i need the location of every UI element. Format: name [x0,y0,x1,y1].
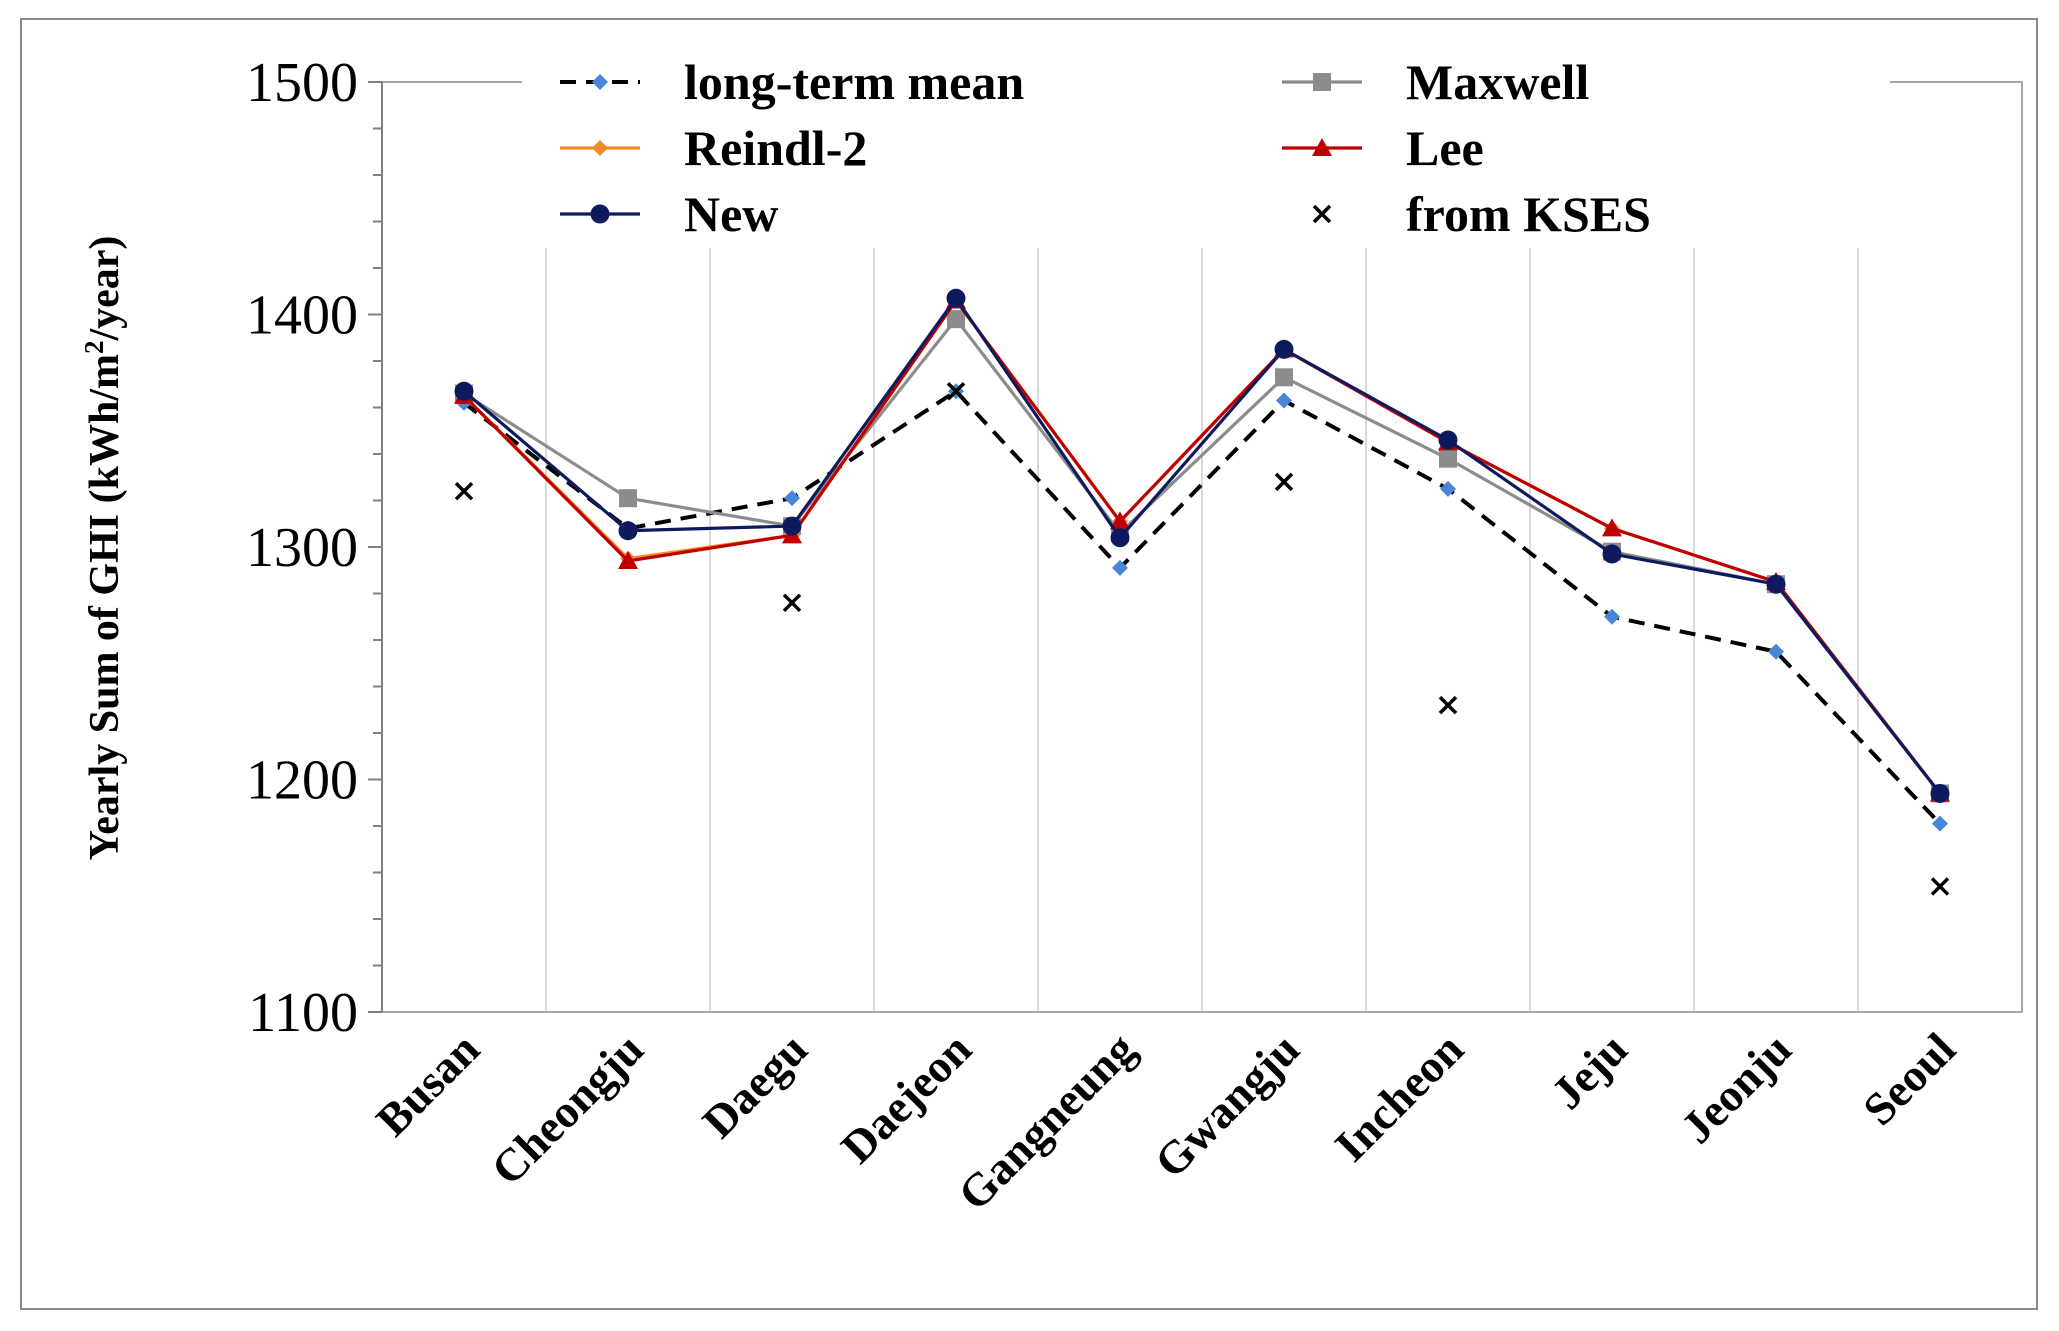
x-tick-label-daegu: Daegu [692,1023,817,1148]
point-kses-busan-stroke-b [454,481,474,501]
point-new-cheongju [618,521,638,541]
point-new-jeju [1602,544,1622,564]
point-kses-daegu [782,593,802,613]
legend-marker-new [590,204,610,224]
legend-marker-kses-stroke-b [1312,204,1332,224]
legend-entry-ltm: long-term mean [560,54,1024,110]
point-kses-incheon [1438,695,1458,715]
point-new-jeonju [1766,574,1786,594]
point-new-daejeon [946,288,966,308]
point-kses-incheon-stroke-b [1438,695,1458,715]
point-ltm-jeju [1604,608,1620,625]
legend-label-new: New [684,186,778,242]
series-kses [454,381,1950,896]
point-ltm-jeonju [1768,643,1784,660]
point-ltm-seoul [1932,815,1948,832]
point-kses-daegu-stroke-b [782,593,802,613]
x-tick-label-cheongju: Cheongju [481,1023,653,1195]
legend: long-term mean Maxwell Reindl-2 Lee New from … [522,46,1890,248]
point-new-seoul [1930,783,1950,803]
legend-entry-new: New [560,186,778,242]
legend-entry-kses: from KSES [1312,186,1651,242]
y-axis-ticks: 1100 1200 1300 1400 1500 [246,52,382,1044]
point-new-busan [454,381,474,401]
point-kses-daejeon [946,381,966,401]
y-tick-label: 1500 [246,52,358,114]
legend-entry-maxwell: Maxwell [1282,54,1589,110]
point-new-daegu [782,516,802,536]
point-maxwell-incheon [1439,449,1457,468]
point-lee-gangneung [1110,511,1130,530]
point-maxwell-daejeon [947,310,965,329]
y-axis-label-main: Yearly Sum of GHI (kWh/m [82,354,128,860]
legend-label-lee: Lee [1406,120,1484,176]
series-new [454,288,1950,803]
point-new-gwangju [1274,339,1294,359]
x-tick-label-busan: Busan [366,1023,489,1146]
x-tick-label-daejeon: Daejeon [831,1023,981,1173]
legend-label-ltm: long-term mean [684,54,1024,110]
y-tick-label: 1400 [246,285,358,347]
legend-entry-lee: Lee [1282,120,1484,176]
legend-marker-reindl [592,140,608,156]
legend-marker-kses [1312,204,1332,224]
point-new-gangneung [1110,528,1130,548]
point-new-incheon [1438,430,1458,450]
point-maxwell-gwangju [1275,368,1293,387]
x-tick-label-jeju: Jeju [1541,1023,1637,1119]
x-tick-label-gangneung: Gangneung [948,1023,1145,1220]
legend-label-kses: from KSES [1406,186,1651,242]
point-ltm-gwangju [1276,392,1292,409]
point-kses-gwangju [1274,472,1294,492]
x-tick-label-incheon: Incheon [1325,1023,1473,1171]
point-lee-cheongju [618,550,638,569]
y-tick-label: 1200 [246,750,358,812]
series-line-new [462,296,1942,795]
y-tick-label: 1100 [248,982,358,1044]
point-ltm-daegu [784,490,800,507]
point-kses-gwangju-stroke-b [1274,472,1294,492]
chart-frame [20,18,2038,1310]
point-ltm-incheon [1440,480,1456,497]
point-kses-busan [454,481,474,501]
legend-marker-ltm [592,74,608,90]
legend-label-maxwell: Maxwell [1406,54,1589,110]
y-axis-label: Yearly Sum of GHI (kWh/m2/year) [79,236,128,861]
y-axis-label-sup: 2 [79,341,109,355]
legend-marker-maxwell [1313,73,1331,91]
legend-marker-lee [1312,138,1332,156]
point-kses-seoul-stroke-b [1930,877,1950,896]
x-tick-label-gwangju: Gwangju [1145,1023,1309,1187]
y-tick-label: 1300 [246,517,358,579]
legend-box [522,46,1890,248]
series-line-lee [462,298,1942,795]
point-lee-jeju [1602,518,1622,537]
legend-entry-reindl: Reindl-2 [560,120,867,176]
point-kses-seoul [1930,877,1950,896]
point-kses-daejeon-stroke-b [946,381,966,401]
y-axis-label-tail: /year) [82,236,128,342]
point-maxwell-cheongju [619,489,637,508]
x-tick-label-jeonju: Jeonju [1671,1023,1801,1153]
legend-label-reindl: Reindl-2 [684,120,867,176]
x-tick-label-seoul: Seoul [1853,1023,1965,1135]
series-group [454,288,1950,896]
point-ltm-gangneung [1112,559,1128,576]
